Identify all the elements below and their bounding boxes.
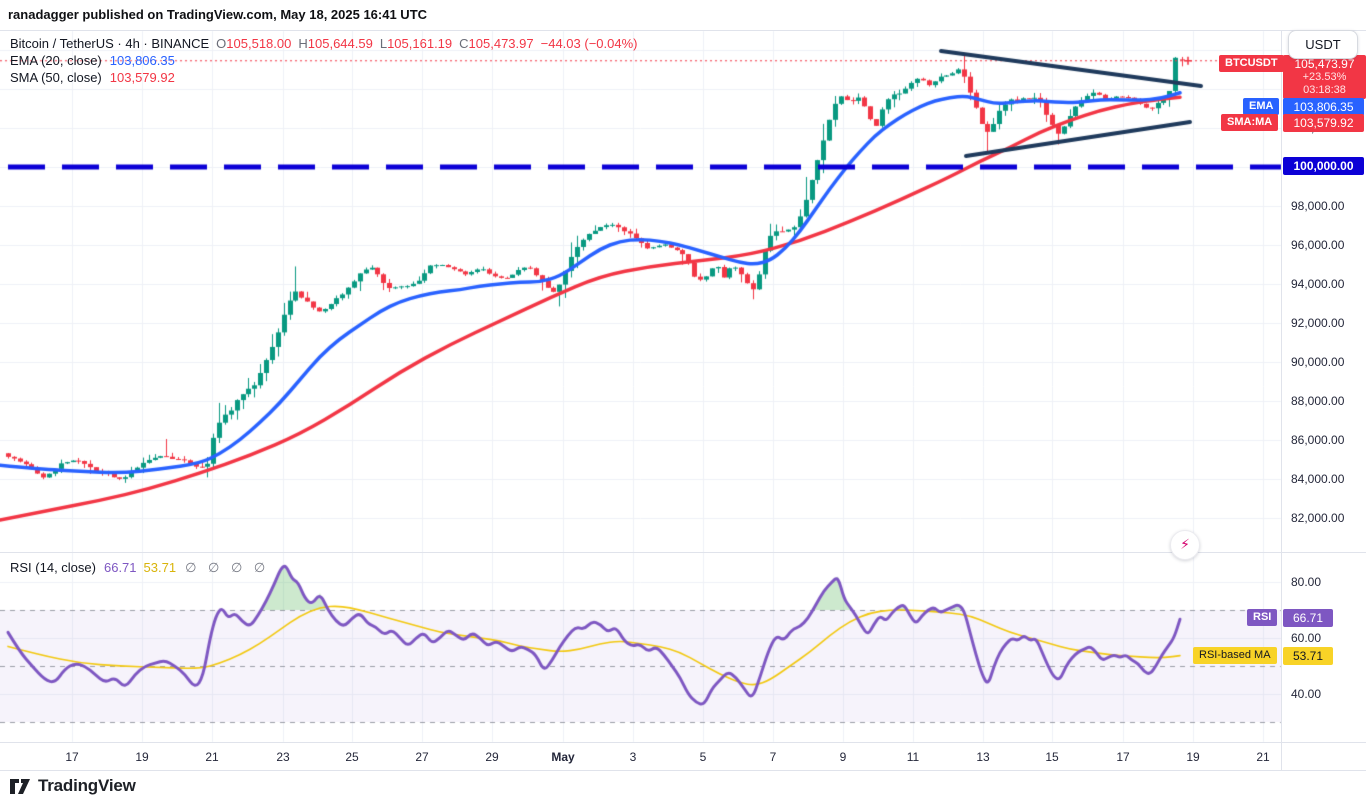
sma-value: 103,579.92	[109, 70, 175, 85]
price-tick-label: 98,000.00	[1291, 199, 1345, 213]
ema-axis-tag: EMA	[1243, 98, 1280, 115]
rsi-legend-row[interactable]: RSI (14, close) 66.71 53.71 ∅ ∅ ∅ ∅	[10, 560, 269, 576]
time-tick-label: 13	[976, 750, 990, 764]
time-tick-label: 15	[1045, 750, 1059, 764]
time-tick-label: 17	[65, 750, 79, 764]
footer-border	[0, 770, 1366, 771]
open-label: O	[216, 36, 227, 51]
time-tick-label: 7	[769, 750, 777, 764]
current-price-box: 105,473.97 +23.53% 03:18:38	[1283, 55, 1366, 99]
time-tick-label: 21	[1256, 750, 1270, 764]
ema-legend-row[interactable]: EMA (20, close) 103,806.35	[10, 53, 637, 69]
low-value: 105,161.19	[387, 36, 453, 51]
price-tick-label: 92,000.00	[1291, 316, 1345, 330]
symbol-title[interactable]: Bitcoin / TetherUS · 4h · BINANCE	[10, 36, 210, 51]
price-tick-label: 96,000.00	[1291, 238, 1345, 252]
tradingview-logo[interactable]: TradingView	[9, 776, 136, 796]
rsi-ma-value: 53.71	[143, 560, 177, 575]
rsi-ma-axis-value: 53.71	[1283, 647, 1333, 665]
time-tick-label: 23	[276, 750, 290, 764]
published-note: ranadagger published on TradingView.com,…	[8, 7, 428, 22]
legend: Bitcoin / TetherUS · 4h · BINANCE O105,51…	[10, 36, 637, 87]
time-tick-label: 19	[1186, 750, 1200, 764]
time-tick-label: 17	[1116, 750, 1130, 764]
rsi-axis-tag: RSI	[1247, 609, 1278, 626]
ema-label[interactable]: EMA (20, close)	[10, 53, 102, 68]
high-label: H	[298, 36, 308, 51]
price-tick-label: 90,000.00	[1291, 355, 1345, 369]
time-tick-label: 29	[485, 750, 499, 764]
rsi-axis-value: 66.71	[1283, 609, 1333, 627]
time-tick-label: 21	[205, 750, 219, 764]
low-label: L	[379, 36, 388, 51]
bar-countdown: 03:18:38	[1303, 84, 1346, 96]
sma-axis-value: 103,579.92	[1283, 114, 1364, 132]
price-tick-label: 82,000.00	[1291, 511, 1345, 525]
ema-value: 103,806.35	[109, 53, 175, 68]
rsi-value: 66.71	[103, 560, 137, 575]
time-tick-label: 11	[906, 750, 920, 764]
time-tick-label: 5	[699, 750, 707, 764]
rsi-ma-axis-tag: RSI-based MA	[1193, 647, 1277, 664]
sma-legend-row[interactable]: SMA (50, close) 103,579.92	[10, 70, 637, 86]
tradingview-glyph-icon	[10, 778, 30, 794]
rsi-tick-label: 60.00	[1291, 631, 1322, 645]
currency-usdt-button[interactable]: USDT	[1288, 30, 1358, 59]
close-value: 105,473.97	[468, 36, 534, 51]
rsi-empty-params: ∅ ∅ ∅ ∅	[185, 560, 270, 575]
time-tick-label: 9	[839, 750, 847, 764]
close-label: C	[459, 36, 469, 51]
high-value: 105,644.59	[307, 36, 373, 51]
ema-axis-value: 103,806.35	[1283, 98, 1364, 116]
price-tick-label: 88,000.00	[1291, 394, 1345, 408]
sma-axis-tag: SMA:MA	[1221, 114, 1279, 131]
tradingview-wordmark: TradingView	[38, 776, 136, 795]
change-value: −44.03 (−0.04%)	[540, 36, 638, 51]
boost-flash-icon[interactable]: ⚡	[1170, 530, 1200, 560]
price-tick-label: 84,000.00	[1291, 472, 1345, 486]
symbol-price-tag: BTCUSDT	[1219, 55, 1284, 72]
time-tick-label: 27	[415, 750, 429, 764]
time-tick-label: 3	[629, 750, 637, 764]
price-tick-label: 94,000.00	[1291, 277, 1345, 291]
rsi-label[interactable]: RSI (14, close)	[10, 560, 96, 575]
time-tick-label: 25	[345, 750, 359, 764]
price-tick-label: 86,000.00	[1291, 433, 1345, 447]
price-axis-border	[1281, 30, 1282, 770]
current-price: 105,473.97	[1294, 57, 1355, 71]
chart-top-border	[0, 30, 1366, 31]
open-value: 105,518.00	[226, 36, 292, 51]
time-tick-label: 19	[135, 750, 149, 764]
time-axis-border	[0, 742, 1366, 743]
rsi-tick-label: 40.00	[1291, 687, 1322, 701]
change-percent: +23.53%	[1302, 71, 1347, 83]
rsi-tick-label: 80.00	[1291, 575, 1322, 589]
symbol-legend-row[interactable]: Bitcoin / TetherUS · 4h · BINANCE O105,51…	[10, 36, 637, 52]
time-tick-label: May	[551, 750, 575, 764]
pane-separator[interactable]	[0, 552, 1366, 553]
level-100k-axis-label: 100,000.00	[1283, 157, 1364, 175]
sma-label[interactable]: SMA (50, close)	[10, 70, 102, 85]
